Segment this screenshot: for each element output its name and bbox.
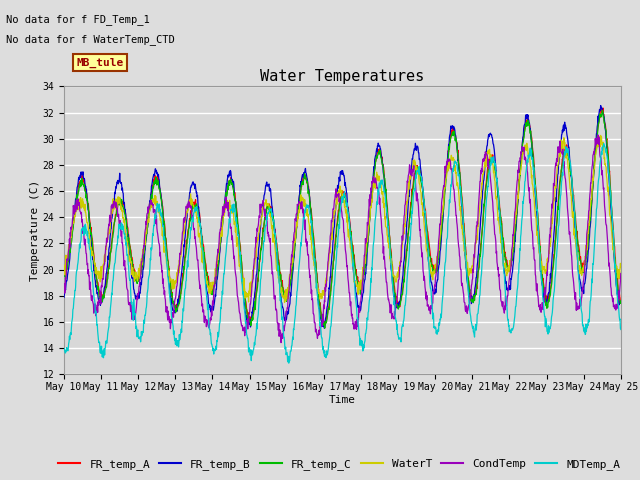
X-axis label: Time: Time — [329, 395, 356, 405]
Text: No data for f FD_Temp_1: No data for f FD_Temp_1 — [6, 14, 150, 25]
Title: Water Temperatures: Water Temperatures — [260, 69, 424, 84]
Y-axis label: Temperature (C): Temperature (C) — [29, 180, 40, 281]
Legend: FR_temp_A, FR_temp_B, FR_temp_C, WaterT, CondTemp, MDTemp_A: FR_temp_A, FR_temp_B, FR_temp_C, WaterT,… — [54, 455, 625, 474]
Text: MB_tule: MB_tule — [77, 58, 124, 68]
Text: No data for f WaterTemp_CTD: No data for f WaterTemp_CTD — [6, 34, 175, 45]
